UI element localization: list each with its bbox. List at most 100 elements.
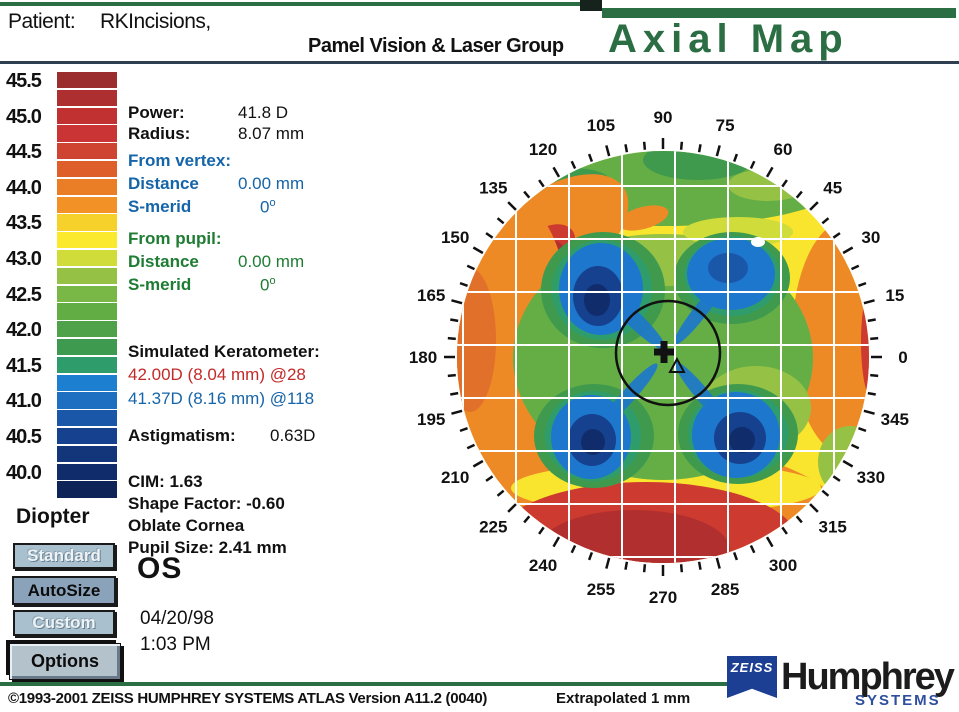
degree-tick: [795, 515, 803, 524]
pupil-center-triangle-marker: [668, 356, 686, 373]
radius-label: Radius:: [128, 124, 191, 143]
degree-tick: [450, 391, 459, 396]
scale-label: 43.5: [6, 212, 42, 235]
degree-tick: [552, 166, 561, 178]
scale-swatch: [57, 410, 117, 427]
degree-label: 60: [774, 140, 793, 159]
degree-tick: [863, 409, 875, 415]
degree-tick: [765, 166, 774, 178]
vertex-smerid-row: S-merid 0o: [128, 197, 276, 217]
degree-tick: [850, 443, 860, 450]
scale-swatch: [57, 427, 117, 445]
degree-tick: [870, 373, 879, 378]
clinic-name: Pamel Vision & Laser Group: [308, 35, 564, 57]
options-button[interactable]: Options: [9, 643, 121, 680]
custom-button[interactable]: Custom: [13, 610, 115, 636]
pupil-smerid-row: S-merid 0o: [128, 275, 276, 295]
standard-button[interactable]: Standard: [13, 543, 115, 569]
scale-label: 41.0: [6, 390, 42, 413]
degree-tick: [624, 144, 629, 153]
degree-label: 105: [587, 116, 615, 135]
degree-tick: [642, 564, 647, 573]
scale-swatch: [57, 285, 117, 302]
degree-tick: [642, 141, 647, 150]
scale-swatch: [57, 232, 117, 249]
degree-tick: [749, 544, 756, 554]
scale-swatch: [57, 107, 117, 124]
degree-tick: [809, 503, 819, 513]
exam-date: 04/20/98: [140, 608, 214, 629]
degree-tick: [821, 489, 830, 497]
scale-label: 45.5: [6, 70, 42, 92]
autosize-button[interactable]: AutoSize: [12, 576, 116, 605]
degree-tick: [870, 336, 879, 341]
degree-tick: [466, 264, 476, 271]
copyright-text: ©1993-2001 ZEISS HUMPHREY SYSTEMS ATLAS …: [8, 690, 488, 707]
radius-row: Radius: 8.07 mm: [128, 124, 304, 144]
scale-swatch: [57, 374, 117, 391]
title-green-bar: [602, 8, 956, 18]
from-vertex-title: From vertex:: [128, 151, 231, 170]
degree-tick: [485, 475, 494, 482]
scale-swatch: [57, 178, 117, 196]
degree-tick: [587, 552, 594, 561]
vertex-smerid-label: S-merid: [128, 197, 192, 216]
patient-name: RKIncisions,: [100, 10, 211, 33]
degree-tick: [765, 536, 774, 548]
astigmatism-value: 0.63D: [270, 426, 316, 445]
scale-swatch: [57, 267, 117, 285]
scale-label: 44.0: [6, 176, 42, 199]
degree-label: 0: [898, 348, 907, 367]
degree-tick: [858, 426, 867, 433]
axial-topography-map[interactable]: 0 15 30 45 60 75 90 105 120 135 150 165 180 195 210 225…: [398, 90, 943, 625]
scale-label: 40.5: [6, 426, 42, 448]
vertex-smerid-value: 0o: [260, 197, 276, 217]
humphrey-logo-text: Humphrey: [781, 656, 955, 698]
scale-swatch: [57, 125, 117, 142]
degree-label: 330: [857, 468, 885, 487]
degree-label: 300: [769, 556, 797, 575]
degree-label: 240: [529, 556, 557, 575]
power-row: Power: 41.8 D: [128, 103, 288, 123]
degree-tick: [485, 232, 494, 239]
degree-label: 45: [823, 178, 842, 197]
scale-label: 43.0: [6, 248, 42, 270]
diopter-unit-label: Diopter: [16, 505, 90, 528]
degree-tick: [732, 153, 739, 162]
degree-tick: [850, 264, 860, 271]
scale-swatch: [57, 338, 117, 356]
power-label: Power:: [128, 103, 185, 122]
degree-tick: [795, 190, 803, 199]
scale-swatch: [57, 356, 117, 374]
scale-swatch: [57, 303, 117, 320]
eye-label: OS: [137, 552, 183, 585]
scale-swatch: [57, 445, 117, 463]
scale-swatch: [57, 392, 117, 409]
degree-tick: [867, 318, 876, 323]
degree-tick: [624, 561, 629, 570]
degree-tick: [781, 526, 788, 535]
degree-tick: [715, 145, 721, 157]
degree-tick: [570, 160, 577, 170]
vertex-cross-marker: [654, 341, 674, 363]
degree-label: 150: [441, 228, 469, 247]
scale-swatch: [57, 321, 117, 338]
degree-tick: [496, 489, 505, 497]
vertex-distance-label: Distance: [128, 174, 199, 193]
diopter-color-scale: [57, 72, 117, 499]
degree-label: 90: [654, 108, 673, 127]
degree-tick: [459, 426, 468, 433]
degree-tick: [552, 536, 561, 548]
degree-tick: [821, 217, 830, 225]
pupil-smerid-label: S-merid: [128, 275, 192, 294]
scale-label: 40.0: [6, 461, 42, 484]
degree-label: 120: [529, 140, 557, 159]
cornea-shape-label: Oblate Cornea: [128, 516, 245, 535]
extrapolated-note: Extrapolated 1 mm: [556, 690, 691, 707]
header-divider: [0, 61, 959, 64]
astigmatism-row: Astigmatism: 0.63D: [128, 426, 315, 446]
degree-label: 255: [587, 580, 615, 599]
header-green-rule: [0, 2, 600, 6]
degree-tick: [781, 179, 788, 188]
